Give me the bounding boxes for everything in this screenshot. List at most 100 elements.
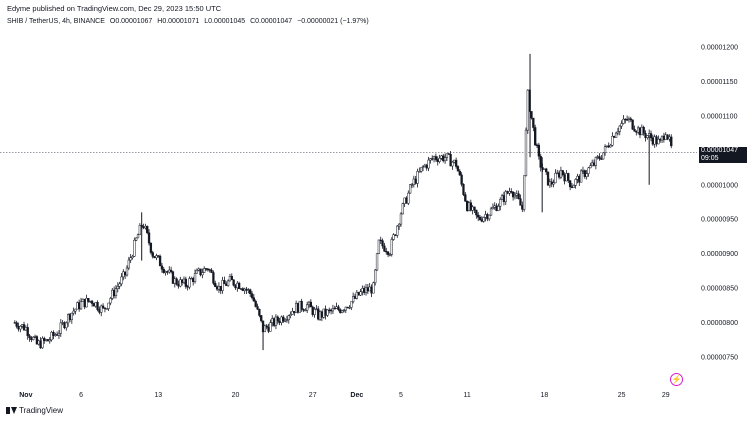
candle-body <box>583 170 586 177</box>
tradingview-brand[interactable]: TradingView <box>6 406 63 415</box>
candle-body <box>561 170 564 176</box>
y-tick-label: 0.00001150 <box>701 79 738 86</box>
candle-body <box>46 339 50 342</box>
candle-body <box>375 253 379 271</box>
candle-body <box>59 322 62 334</box>
candle-body <box>294 303 298 314</box>
candle-body <box>226 280 230 286</box>
candle-body <box>537 144 541 157</box>
candle-body <box>366 287 370 292</box>
candle-body <box>374 269 377 284</box>
candle-body <box>107 302 110 309</box>
candle-body <box>76 302 79 310</box>
candle-body <box>464 194 467 202</box>
tradingview-logo-icon <box>6 407 17 414</box>
candle-body <box>162 269 165 273</box>
candle-body <box>442 155 445 162</box>
candle-body <box>581 170 585 172</box>
candle-body <box>622 118 625 124</box>
lightning-bolt-icon[interactable]: ⚡ <box>670 373 683 386</box>
candle-body <box>260 315 263 322</box>
y-tick-label: 0.00000800 <box>701 320 738 327</box>
candle-body <box>32 336 35 341</box>
candle-body <box>184 278 187 287</box>
candle-body <box>594 157 598 166</box>
candle-body <box>611 136 614 146</box>
candle-body <box>589 165 592 169</box>
candle-body <box>276 316 279 322</box>
legend-symbol[interactable]: SHIB / TetherUS, 4h, BINANCE <box>7 18 105 25</box>
candle-body <box>563 174 566 182</box>
candle-body <box>386 251 390 255</box>
candle-body <box>420 167 423 172</box>
candle-body <box>600 158 603 160</box>
candle-body <box>112 289 116 296</box>
candle-body <box>283 319 287 322</box>
candle-body <box>127 259 130 269</box>
candle-body <box>50 331 53 341</box>
candle-body <box>616 131 620 134</box>
candle-body <box>368 286 371 292</box>
candle-body <box>598 156 601 159</box>
candle-body <box>250 293 254 298</box>
candle-body <box>247 289 250 291</box>
candle-body <box>131 256 134 258</box>
candle-body <box>436 159 439 162</box>
candle-body <box>267 326 270 332</box>
candle-body <box>519 198 522 206</box>
candle-body <box>570 186 574 188</box>
candle-body <box>609 145 612 148</box>
candle-body <box>576 175 579 180</box>
candle-body <box>43 338 46 341</box>
candle-body <box>522 175 526 210</box>
candle-body <box>337 306 340 310</box>
candle-body <box>24 327 28 331</box>
candle-body <box>385 250 388 253</box>
candle-body <box>129 257 132 261</box>
candle-body <box>456 166 460 172</box>
candle-body <box>454 159 458 167</box>
candle-body <box>182 278 186 283</box>
candle-body <box>627 118 631 120</box>
x-tick-label: 29 <box>662 392 670 399</box>
candle-body <box>567 173 570 181</box>
candle-body <box>394 234 397 236</box>
candle-body <box>105 308 108 310</box>
candle-body <box>21 324 24 327</box>
candle-body <box>359 291 362 296</box>
symbol-legend: SHIB / TetherUS, 4h, BINANCE O0.00001067… <box>7 18 372 25</box>
candle-body <box>607 145 610 148</box>
current-price-tag: 0.00001047 09:05 <box>699 147 747 163</box>
candle-body <box>326 309 329 316</box>
candle-body <box>188 278 191 288</box>
candle-body <box>177 284 180 287</box>
candle-body <box>651 137 655 145</box>
candle-body <box>390 239 393 255</box>
candle-body <box>392 234 395 240</box>
candle-body <box>526 89 529 131</box>
candle-body <box>87 297 90 302</box>
candle-body <box>28 335 31 339</box>
x-tick-label: 18 <box>540 392 548 399</box>
candle-body <box>478 216 482 220</box>
candle-body <box>328 309 331 311</box>
candle-body <box>495 205 498 211</box>
candle-body <box>258 308 261 316</box>
candle-body <box>458 170 461 176</box>
candle-body <box>401 203 404 215</box>
candle-body <box>504 191 507 203</box>
candle-body <box>539 155 542 168</box>
candle-body <box>636 127 640 133</box>
candle-body <box>399 213 403 225</box>
candle-body <box>212 272 215 284</box>
candle-body <box>340 310 344 313</box>
candle-body <box>657 138 660 145</box>
candle-body <box>410 184 414 186</box>
candle-body <box>230 276 233 281</box>
candle-body <box>228 276 232 282</box>
candle-body <box>535 144 539 147</box>
candle-body <box>633 128 636 132</box>
candle-body <box>412 178 415 185</box>
candle-body <box>160 265 164 270</box>
